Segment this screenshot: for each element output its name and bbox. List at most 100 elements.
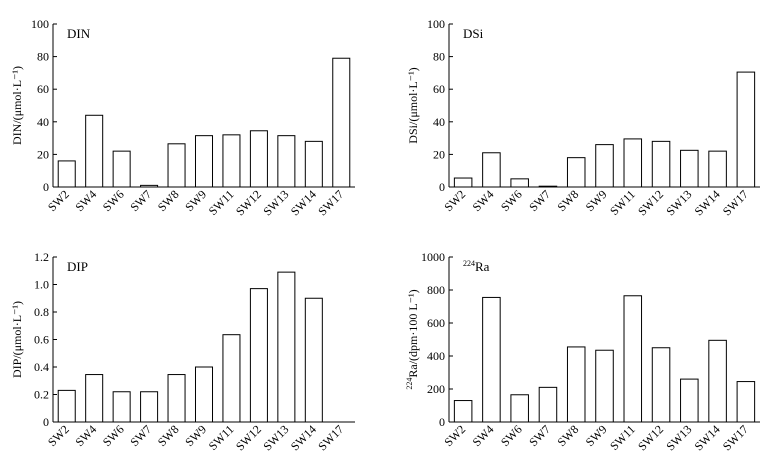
y-tick-label: 0.4 [34,360,49,374]
x-category-label: SW6 [498,422,525,449]
y-axis-label: DIN/(μmol·L⁻¹) [10,66,24,145]
bar-sw12 [651,140,671,188]
bar-sw11 [222,334,241,423]
bar-sw12 [249,130,268,188]
y-tick-label: 40 [433,115,445,129]
y-tick-label: 0.6 [34,333,49,347]
bar-sw8 [167,374,186,423]
x-category-label: SW2 [441,187,468,214]
y-axis-label: 224Ra/(dpm·100 L⁻¹) [405,289,420,389]
x-category-label: SW13 [260,187,291,218]
bar-sw13 [277,271,296,423]
bar-sw12 [249,288,268,423]
bar-sw13 [680,149,699,188]
bar-sw17 [332,57,351,188]
bar-sw7 [538,185,558,188]
bar-sw12 [651,347,671,423]
bar-sw14 [304,140,323,188]
y-tick-label: 0 [43,180,49,194]
y-tick-label: 0 [439,180,445,194]
bar-sw6 [510,178,529,188]
x-category-label: SW17 [315,422,346,453]
bar-sw2 [453,400,473,423]
bar-sw8 [566,346,586,423]
x-category-label: SW7 [127,422,154,449]
bar-sw2 [453,177,473,188]
bar-sw13 [680,378,699,423]
y-tick-label: 1.2 [34,250,49,264]
y-tick-label: 600 [427,316,445,330]
x-category-label: SW11 [206,187,237,218]
x-category-label: SW12 [233,422,264,453]
y-tick-label: 60 [37,82,49,96]
bar-sw7 [140,391,159,423]
x-category-label: SW4 [72,187,99,214]
x-category-label: SW13 [663,187,694,218]
bar-sw14 [304,297,323,423]
x-category-label: SW14 [692,187,723,218]
y-tick-label: 0.8 [34,305,49,319]
y-tick-label: 200 [427,382,445,396]
bar-sw11 [222,134,241,188]
x-category-label: SW14 [288,187,319,218]
x-category-label: SW11 [206,422,237,453]
x-category-label: SW8 [155,422,182,449]
bar-sw17 [736,381,756,423]
x-category-label: SW9 [182,187,209,214]
y-tick-label: 100 [427,17,445,31]
x-category-label: SW11 [607,422,638,453]
bar-sw8 [167,143,186,188]
y-axis-label: DIP/(μmol·L⁻¹) [10,301,24,378]
bar-sw8 [566,157,586,188]
x-category-label: SW6 [100,422,127,449]
y-tick-label: 80 [433,50,445,64]
bar-sw14 [708,339,727,423]
x-category-label: SW8 [155,187,182,214]
bar-sw9 [194,366,214,423]
y-tick-label: 0.2 [34,388,49,402]
y-tick-label: 40 [37,115,49,129]
panel-title: DIP [67,259,88,274]
bar-sw11 [623,138,643,188]
x-category-label: SW2 [441,422,468,449]
x-category-label: SW2 [45,422,72,449]
x-category-label: SW7 [526,187,553,214]
x-category-label: SW17 [720,422,751,453]
x-category-label: SW17 [720,187,751,218]
bar-sw4 [482,296,501,423]
bar-sw2 [57,160,76,188]
bar-sw13 [277,135,296,188]
bar-sw2 [57,389,76,423]
bar-sw6 [112,391,131,423]
bar-sw9 [595,144,614,188]
x-category-label: SW4 [72,422,99,449]
x-category-label: SW7 [127,187,154,214]
bar-sw17 [736,71,756,188]
x-category-label: SW17 [315,187,346,218]
bar-sw6 [112,150,131,188]
y-tick-label: 1000 [421,250,445,264]
x-category-label: SW6 [498,187,525,214]
y-tick-label: 80 [37,50,49,64]
panel-title: DIN [67,26,91,41]
y-tick-label: 60 [433,82,445,96]
y-tick-label: 0 [439,415,445,429]
bar-sw9 [595,349,614,423]
x-category-label: SW4 [470,187,497,214]
bar-sw7 [538,386,558,423]
x-category-label: SW12 [233,187,264,218]
bar-sw14 [708,150,727,188]
bar-sw9 [194,135,214,188]
x-category-label: SW7 [526,422,553,449]
y-tick-label: 20 [37,147,49,161]
y-tick-label: 20 [433,147,445,161]
panel-title: DSi [463,26,484,41]
x-category-label: SW9 [583,187,610,214]
bar-sw6 [510,394,529,423]
x-category-label: SW11 [607,187,638,218]
